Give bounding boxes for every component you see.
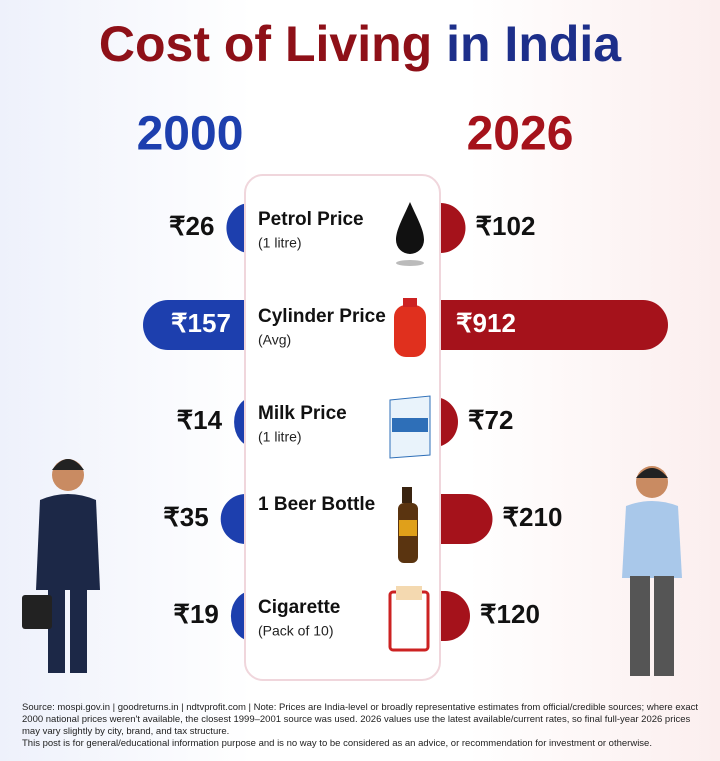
category-label: Milk Price	[258, 403, 347, 424]
cigarette-icon	[388, 590, 430, 652]
man-right-figure	[622, 466, 682, 676]
category-label: Cylinder Price	[258, 306, 386, 327]
series-header: 2026	[467, 108, 574, 161]
cylinder-valve	[403, 298, 417, 307]
value-label: ₹157	[171, 308, 231, 338]
disclaimer: This post is for general/educational inf…	[22, 738, 652, 749]
beer-label	[399, 520, 417, 536]
category-note: (Pack of 10)	[258, 623, 333, 639]
center-panel	[244, 174, 441, 681]
cigarettes	[396, 586, 422, 600]
value-label: ₹26	[169, 211, 214, 241]
labels: ₹26 ₹157 ₹14 ₹35 ₹19 ₹102 ₹912 ₹72 ₹210 ₹120 Petro…	[163, 209, 562, 639]
value-label: ₹210	[503, 502, 563, 532]
chart: Cost of Living in India ₹26 ₹157 ₹14 ₹35 ₹19…	[22, 16, 682, 681]
milk-band	[392, 418, 428, 432]
series-header: 2000	[137, 108, 244, 161]
value-label: ₹72	[468, 405, 513, 435]
cylinder-icon	[394, 305, 426, 357]
value-label: ₹102	[476, 211, 536, 241]
man-left-figure	[22, 459, 100, 673]
chart-title: Cost of Living in India	[99, 16, 622, 72]
title-main: Cost of Living	[99, 16, 432, 72]
value-label: ₹19	[173, 599, 218, 629]
beer-neck	[402, 487, 412, 503]
category-note: (1 litre)	[258, 429, 302, 445]
value-label: ₹912	[456, 308, 516, 338]
category-label: Petrol Price	[258, 209, 364, 230]
category-label: Cigarette	[258, 597, 340, 618]
bar-2026	[410, 300, 668, 350]
footnote: Source: mospi.gov.in | goodreturns.in | …	[22, 702, 702, 750]
bar-2000	[143, 300, 273, 350]
value-label: ₹35	[163, 502, 208, 532]
value-label: ₹120	[480, 599, 540, 629]
value-label: ₹14	[177, 405, 223, 435]
icon-shadow	[396, 260, 424, 266]
category-note: (1 litre)	[258, 235, 302, 251]
oil-drop-icon	[396, 202, 424, 254]
title-accent: in India	[446, 16, 622, 72]
source-note: Source: mospi.gov.in | goodreturns.in | …	[22, 702, 699, 737]
category-label: 1 Beer Bottle	[258, 494, 375, 515]
category-note: (Avg)	[258, 332, 291, 348]
